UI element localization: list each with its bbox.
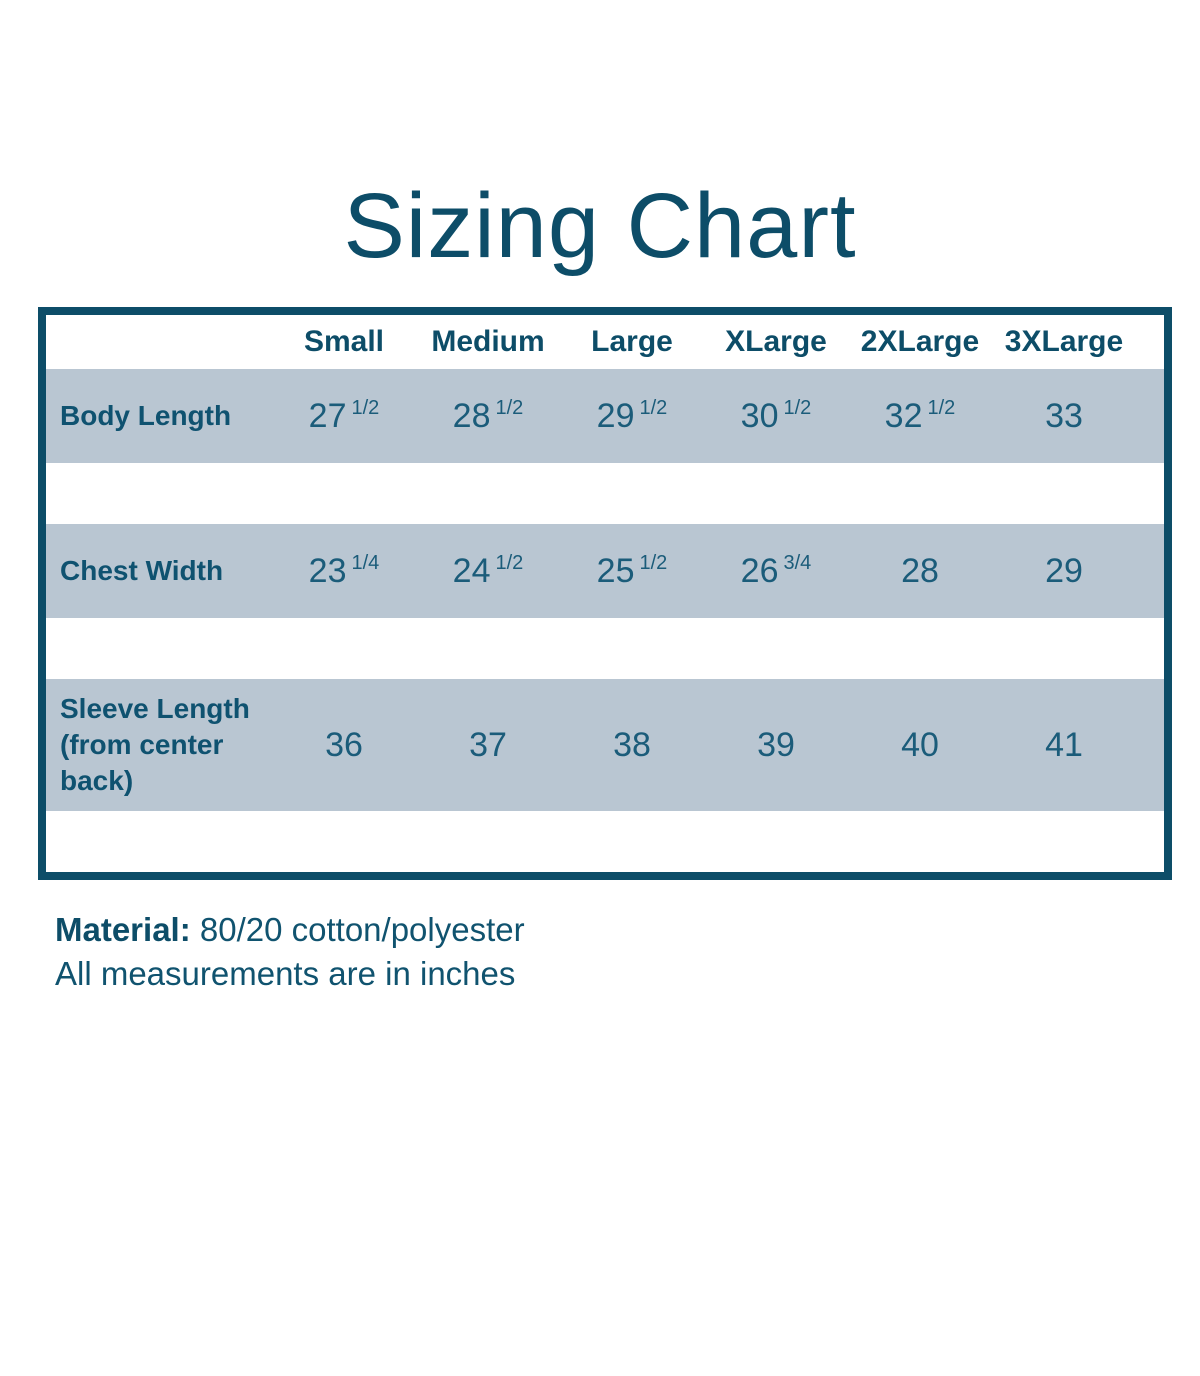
size-value-cell: 32 1/2 (884, 396, 956, 435)
fraction: 1/2 (783, 396, 812, 419)
size-value-cell: 25 1/2 (596, 551, 668, 590)
sizing-table: Small Medium Large XLarge 2XLarge 3XLarg… (38, 307, 1172, 881)
size-value-cell: 26 3/4 (740, 551, 812, 590)
size-value-cell: 27 1/2 (308, 396, 380, 435)
fraction: 1/2 (639, 396, 668, 419)
size-value-cell: 39 (757, 725, 795, 764)
size-value-cell: 37 (469, 725, 507, 764)
table-header-row: Small Medium Large XLarge 2XLarge 3XLarg… (46, 315, 1164, 370)
footer-notes: Material: 80/20 cotton/polyester All mea… (55, 908, 1200, 996)
fraction: 1/2 (495, 396, 524, 419)
column-header-2xlarge: 2XLarge (860, 325, 980, 359)
column-header-3xlarge: 3XLarge (1004, 325, 1124, 359)
size-value-cell: 41 (1045, 725, 1083, 764)
spacer-row (46, 463, 1164, 525)
page-title: Sizing Chart (343, 175, 857, 277)
spacer-row (46, 811, 1164, 873)
material-info: Material: 80/20 cotton/polyester (55, 908, 1200, 952)
material-value: 80/20 cotton/polyester (199, 911, 525, 949)
size-value-cell: 29 (1045, 551, 1083, 590)
size-value-cell: 28 (901, 551, 939, 590)
column-header-small: Small (303, 325, 385, 359)
spacer-row (46, 618, 1164, 680)
column-header-medium: Medium (431, 325, 545, 359)
table-row-body-length: Body Length 27 1/2 28 1/2 29 1/2 30 1/2 32 1/… (46, 369, 1164, 464)
column-header-xlarge: XLarge (725, 325, 827, 359)
header-empty-cell (46, 342, 272, 343)
fraction: 1/2 (495, 551, 524, 574)
size-value-cell: 40 (901, 725, 939, 764)
row-label-chest-width: Chest Width (60, 554, 224, 586)
size-value-cell: 30 1/2 (740, 396, 812, 435)
size-value-cell: 38 (613, 725, 651, 764)
row-label-sleeve-length: Sleeve Length (from center back) (60, 692, 250, 797)
column-header-large: Large (591, 325, 673, 359)
size-value-cell: 29 1/2 (596, 396, 668, 435)
fraction: 1/2 (639, 551, 668, 574)
size-value-cell: 33 (1045, 396, 1083, 435)
fraction: 3/4 (783, 551, 812, 574)
table-row-chest-width: Chest Width 23 1/4 24 1/2 25 1/2 26 3/4 28 2… (46, 524, 1164, 619)
fraction: 1/4 (351, 551, 380, 574)
size-value-cell: 28 1/2 (452, 396, 524, 435)
fraction: 1/2 (927, 396, 956, 419)
fraction: 1/2 (351, 396, 380, 419)
table-row-sleeve-length: Sleeve Length (from center back) 36 37 3… (46, 679, 1164, 812)
material-label: Material: (55, 911, 191, 949)
size-value-cell: 36 (325, 725, 363, 764)
row-label-body-length: Body Length (60, 399, 232, 431)
size-value-cell: 23 1/4 (308, 551, 380, 590)
size-value-cell: 24 1/2 (452, 551, 524, 590)
measurement-note: All measurements are in inches (55, 955, 516, 993)
